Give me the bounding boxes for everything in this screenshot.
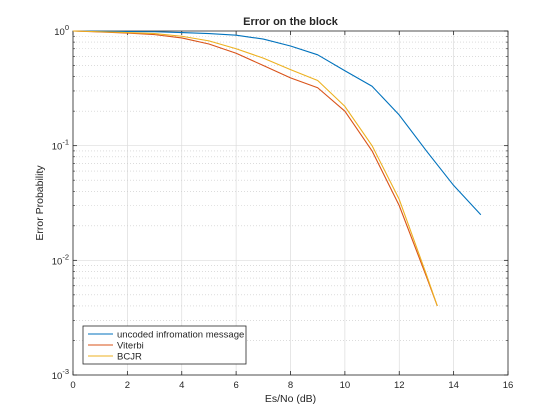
series-line-bcjr [72, 30, 438, 307]
x-tick-label: 12 [394, 380, 405, 391]
y-axis-label: Error Probability [34, 165, 46, 241]
legend-label: Viterbi [117, 341, 144, 352]
legend-label: uncoded infromation message [117, 330, 244, 341]
x-tick-label: 16 [503, 380, 514, 391]
x-tick-label: 0 [70, 380, 75, 391]
y-tick-label: 10-1 [52, 138, 69, 153]
y-tick-label: 100 [54, 23, 69, 38]
x-tick-label: 8 [288, 380, 293, 391]
x-tick-label: 6 [233, 380, 238, 391]
series-line-viterbi [72, 30, 438, 307]
grid [72, 31, 509, 376]
series-line-uncoded-infromation-message [72, 30, 482, 216]
series-lines [72, 30, 482, 307]
y-tick-label: 10-2 [52, 252, 69, 267]
axis-ticks: 0 2 4 6 8 10 12 14 16 100 10-1 10-2 10-3 [52, 23, 514, 391]
x-axis-label: Es/No (dB) [265, 393, 316, 405]
legend-label: BCJR [117, 352, 142, 363]
x-tick-label: 2 [125, 380, 130, 391]
x-tick-label: 4 [179, 380, 184, 391]
x-tick-label: 14 [448, 380, 459, 391]
chart-title: Error on the block [243, 16, 339, 28]
x-tick-label: 10 [340, 380, 351, 391]
y-tick-label: 10-3 [52, 367, 69, 382]
